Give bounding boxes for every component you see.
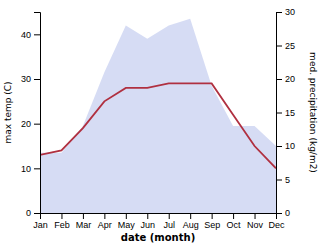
tick-label: Oct bbox=[227, 220, 242, 230]
y-axis: 0 10 20 30 40 bbox=[21, 13, 41, 219]
tick-mark bbox=[276, 113, 282, 114]
tick-label: Dec bbox=[268, 220, 285, 230]
axis-line bbox=[34, 13, 41, 214]
tick: 20 bbox=[276, 74, 295, 84]
axis-line bbox=[41, 214, 277, 220]
tick-mark bbox=[276, 146, 282, 147]
tick-mark bbox=[190, 213, 191, 219]
tick: 0 bbox=[26, 208, 40, 218]
tick-label: Mar bbox=[76, 220, 92, 230]
axis-line bbox=[277, 13, 283, 214]
tick: Feb bbox=[54, 213, 70, 230]
tick-mark bbox=[255, 213, 256, 219]
tick-mark bbox=[212, 213, 213, 219]
tick: Mar bbox=[76, 213, 92, 230]
tick: 40 bbox=[21, 30, 40, 40]
tick-mark bbox=[276, 12, 282, 13]
tick: Sep bbox=[204, 213, 220, 230]
tick-mark bbox=[34, 34, 40, 35]
tick-label: 5 bbox=[285, 175, 290, 185]
tick-label: 0 bbox=[26, 208, 31, 218]
tick-label: May bbox=[118, 220, 136, 230]
tick-mark bbox=[34, 168, 40, 169]
tick-mark bbox=[276, 180, 282, 181]
tick: 25 bbox=[276, 41, 295, 51]
plot: JanFebMarAprMayJunJulAugSepOctNovDec0102… bbox=[21, 7, 295, 230]
tick-label: 20 bbox=[285, 74, 295, 84]
tick-mark bbox=[104, 213, 105, 219]
tick-mark bbox=[61, 213, 62, 219]
tick: Apr bbox=[98, 213, 112, 230]
tick-label: Jan bbox=[33, 220, 48, 230]
tick-label: 10 bbox=[285, 141, 295, 151]
tick: 30 bbox=[276, 7, 295, 17]
tick: Oct bbox=[227, 213, 242, 230]
tick-label: 25 bbox=[285, 41, 295, 51]
tick: 5 bbox=[276, 175, 290, 185]
temperature-line bbox=[40, 83, 276, 168]
tick: Jan bbox=[33, 213, 48, 230]
tick-mark bbox=[34, 213, 40, 214]
tick-mark bbox=[147, 213, 148, 219]
tick: 15 bbox=[276, 108, 295, 118]
y-axis-title: max temp (C) bbox=[3, 81, 13, 143]
tick-label: 15 bbox=[285, 108, 295, 118]
tick: 10 bbox=[276, 141, 295, 151]
tick-label: Nov bbox=[247, 220, 264, 230]
tick-mark bbox=[34, 79, 40, 80]
tick: 0 bbox=[276, 208, 290, 218]
tick-label: Jul bbox=[163, 220, 175, 230]
tick: 30 bbox=[21, 74, 40, 84]
tick: Jul bbox=[163, 213, 175, 230]
tick-mark bbox=[34, 124, 40, 125]
tick: Dec bbox=[268, 213, 285, 230]
tick: May bbox=[118, 213, 136, 230]
y2-axis-title: med. precipitation (kg/m2) bbox=[308, 52, 318, 173]
tick: Nov bbox=[247, 213, 264, 230]
chart: JanFebMarAprMayJunJulAugSepOctNovDec0102… bbox=[0, 0, 318, 247]
tick-label: 30 bbox=[21, 74, 31, 84]
tick-mark bbox=[169, 213, 170, 219]
tick: Aug bbox=[183, 213, 199, 230]
tick: Jun bbox=[141, 213, 156, 230]
tick-mark bbox=[276, 79, 282, 80]
x-axis-title: date (month) bbox=[121, 232, 195, 243]
tick-label: 30 bbox=[285, 7, 295, 17]
tick-label: Apr bbox=[98, 220, 112, 230]
marks bbox=[40, 19, 276, 213]
y2-axis: 0 5 10 15 20 25 30 bbox=[276, 7, 295, 218]
tick: 20 bbox=[21, 119, 40, 129]
tick-mark bbox=[126, 213, 127, 219]
tick-label: Jun bbox=[141, 220, 156, 230]
tick-label: Feb bbox=[54, 220, 70, 230]
tick-mark bbox=[83, 213, 84, 219]
tick-mark bbox=[276, 213, 282, 214]
tick-mark bbox=[233, 213, 234, 219]
tick-mark bbox=[276, 46, 282, 47]
tick-label: 0 bbox=[285, 208, 290, 218]
tick: 10 bbox=[21, 164, 40, 174]
tick-label: Aug bbox=[183, 220, 199, 230]
tick-label: 40 bbox=[21, 30, 31, 40]
precipitation-area bbox=[40, 19, 276, 213]
tick-label: 20 bbox=[21, 119, 31, 129]
tick-label: Sep bbox=[204, 220, 220, 230]
x-axis: Jan Feb Mar Apr May Jun Jul Aug Sep Oct Nov Dec bbox=[33, 213, 285, 230]
tick-label: 10 bbox=[21, 164, 31, 174]
